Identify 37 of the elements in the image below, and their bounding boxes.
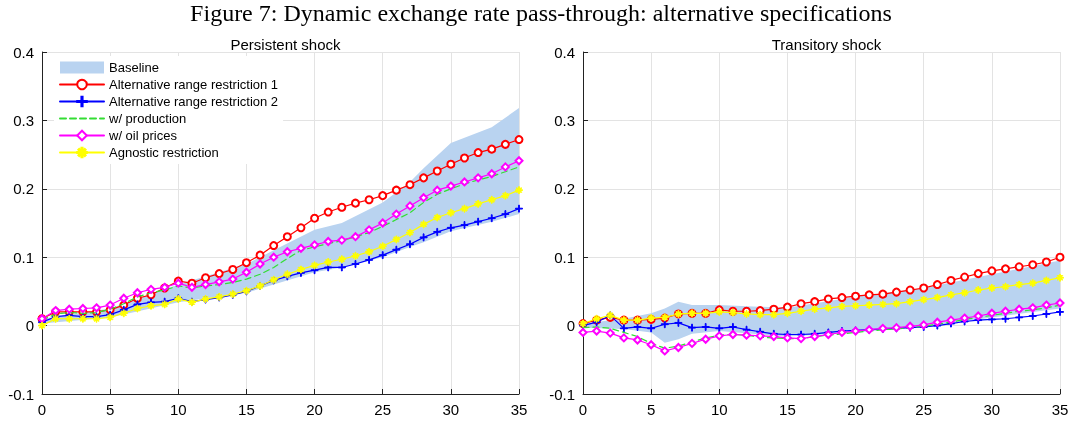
y-tick-label: 0.1 [554,248,575,266]
x-tick-label: 20 [847,401,864,418]
x-tick-label: 35 [1051,401,1069,418]
x-tick-label: 15 [779,401,796,418]
y-tick-label: 0.4 [13,43,34,61]
x-tick-label: 5 [646,401,656,418]
x-tick-label: 15 [238,401,255,418]
x-tick-label: 10 [710,401,728,418]
x-tick-label: 25 [915,401,933,418]
y-tick-label: 0.4 [554,43,575,61]
x-tick-label: 5 [105,401,115,418]
x-tick-label: 30 [983,401,1001,418]
y-tick-label: 0.2 [554,180,575,198]
x-tick-label: 10 [169,401,187,418]
y-tick-label: 0 [566,317,575,335]
y-tick-label: 0.3 [13,111,34,129]
chart-title: Persistent shock [230,36,342,53]
legend-label: w/ production [108,111,187,126]
y-tick-label: -0.1 [549,385,575,403]
x-tick-label: 30 [442,401,460,418]
y-tick-label: 0.2 [13,180,34,198]
x-tick-label: 35 [510,401,528,418]
legend-label: w/ oil prices [108,128,178,143]
x-tick-label: 0 [578,401,588,418]
caption: Figure 7: Dynamic exchange rate pass-through: alternative specifications [189,0,893,26]
x-tick-label: 25 [374,401,392,418]
y-tick-label: -0.1 [8,385,34,403]
legend-label: Alternative range restriction 1 [109,77,279,92]
x-tick-label: 0 [37,401,47,418]
legend-label: Baseline [109,60,159,75]
y-tick-label: 0.1 [13,248,34,266]
chart-title: Transitory shock [771,36,882,53]
y-tick-label: 0.3 [554,111,575,129]
x-tick-label: 20 [306,401,323,418]
y-tick-label: 0 [25,317,34,335]
legend-label: Agnostic restriction [109,145,219,160]
legend-label: Alternative range restriction 2 [109,94,279,109]
